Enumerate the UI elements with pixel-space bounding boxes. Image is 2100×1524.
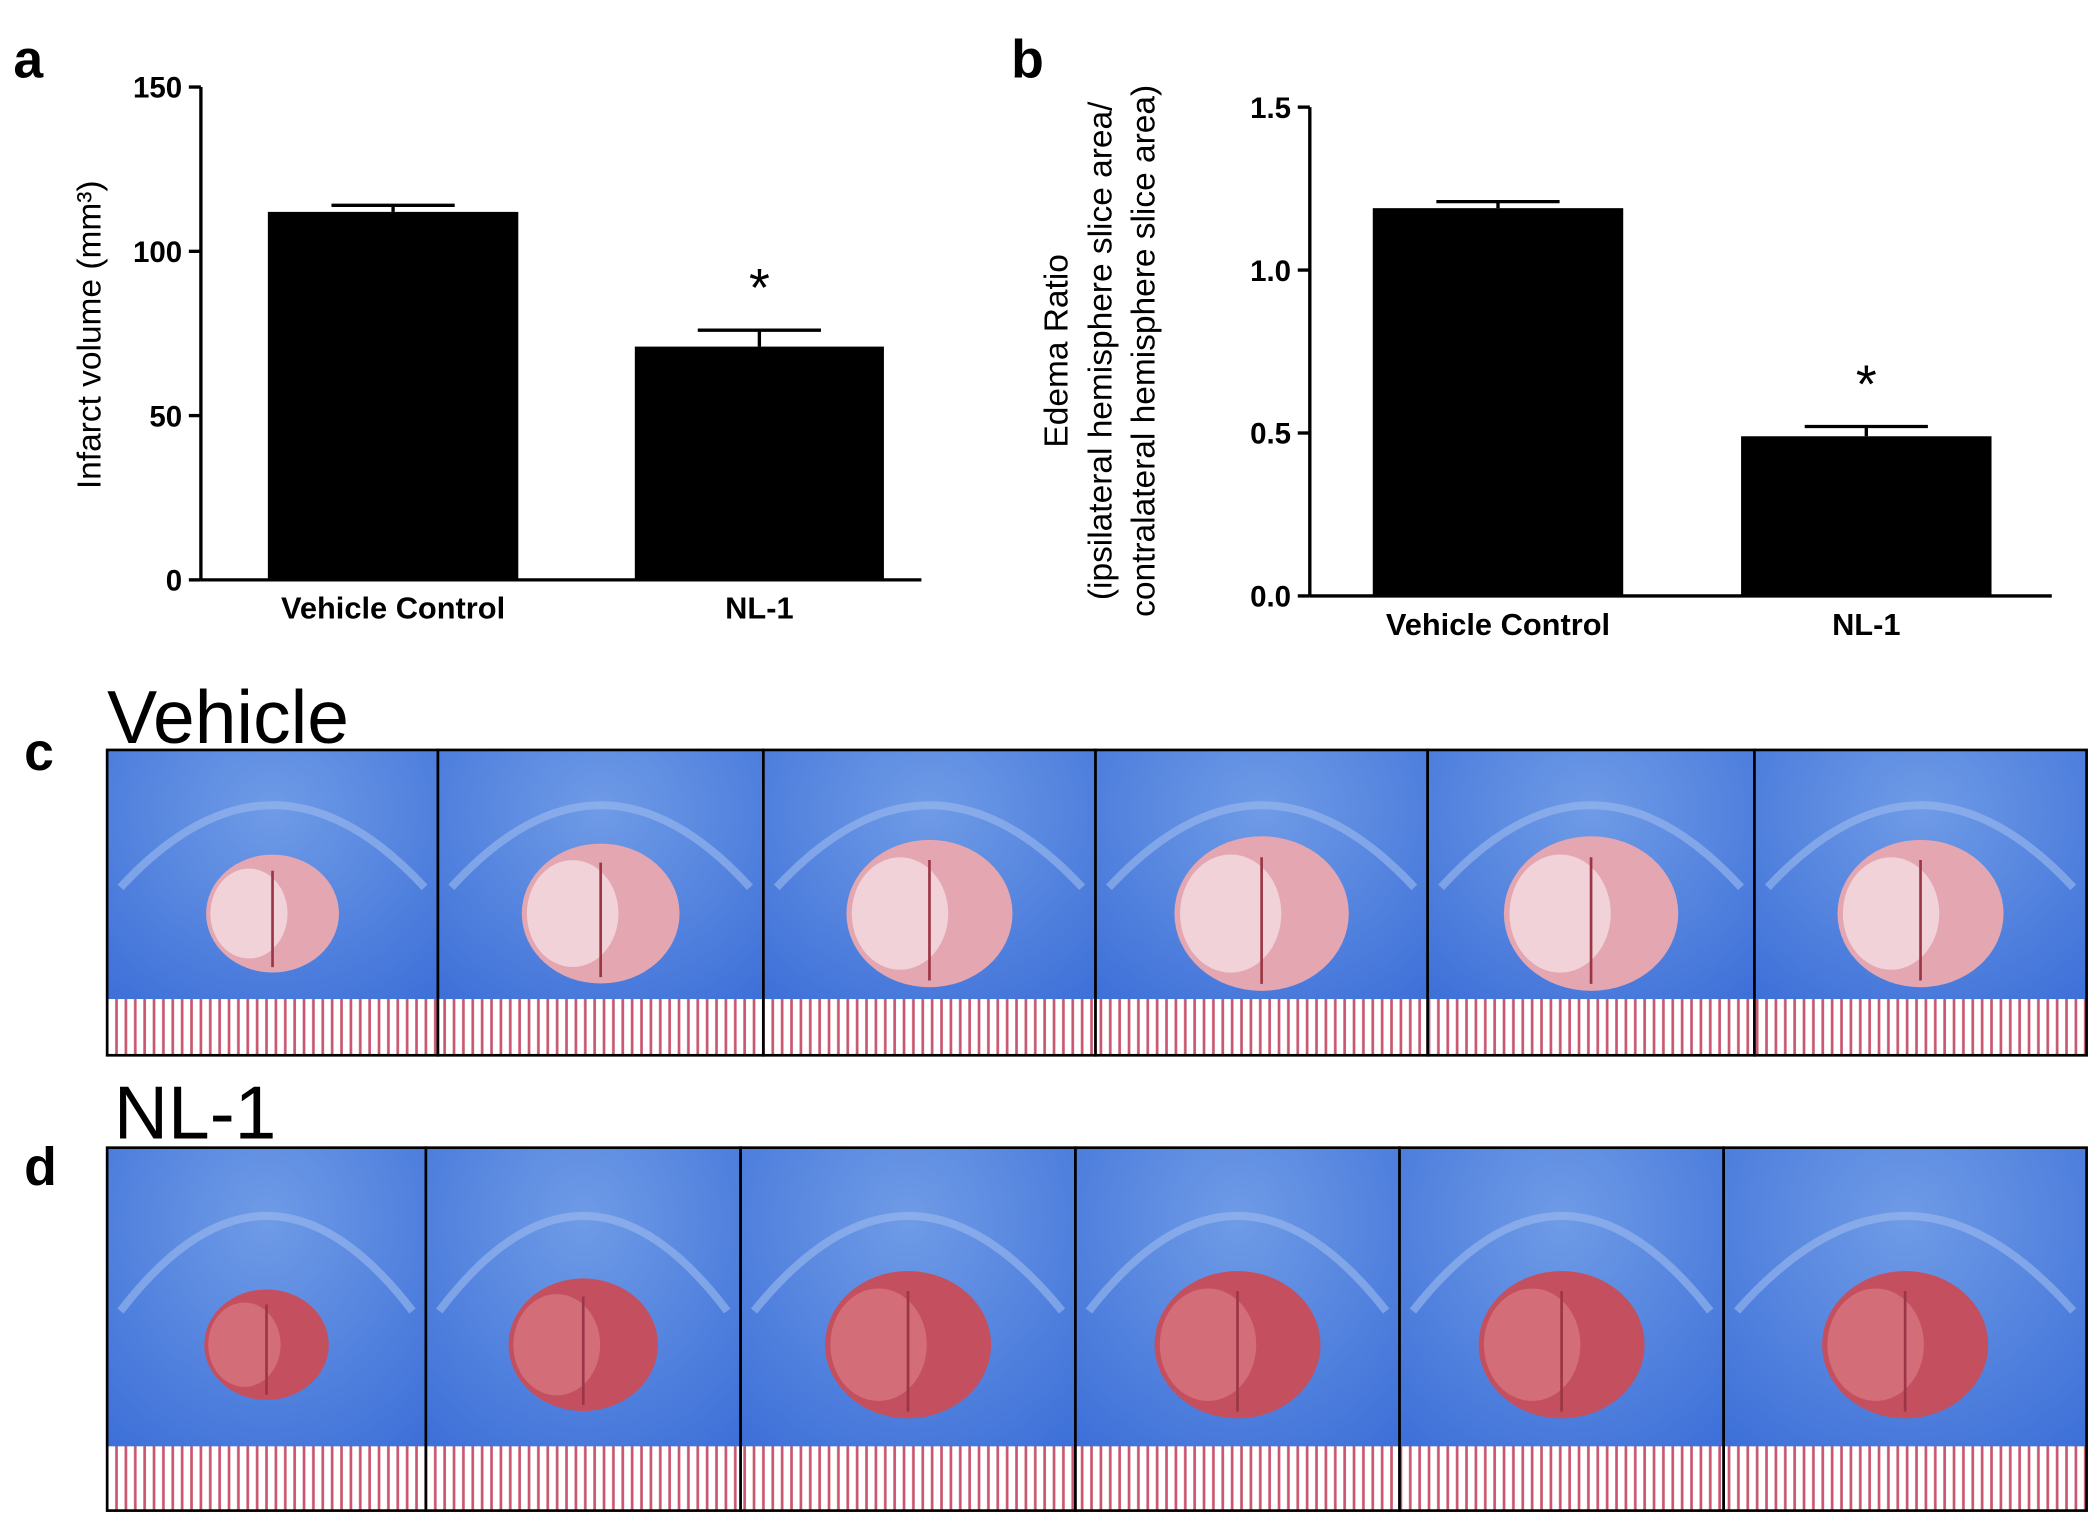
x-tick-label: Vehicle Control	[1386, 607, 1610, 642]
brain-slice-photo	[1398, 1146, 1725, 1512]
photo-arc	[1105, 801, 1418, 891]
significance-mark: *	[749, 259, 770, 318]
brain-slice-left	[1827, 1288, 1924, 1401]
ruler	[1075, 1446, 1400, 1511]
photo-arc	[436, 1212, 731, 1314]
panel-label: a	[13, 31, 44, 90]
brain-slice-photo	[1094, 748, 1430, 1057]
ruler	[1095, 999, 1428, 1056]
panel-heading: NL-1	[114, 1070, 277, 1154]
brain-slice-photo	[105, 1146, 428, 1512]
photo-arc	[1734, 1211, 2077, 1314]
brain-slice-photo	[1722, 1146, 2088, 1512]
bar	[1741, 436, 1992, 596]
y-axis-label: contralateral hemisphere slice area)	[1125, 85, 1162, 617]
ruler	[763, 999, 1096, 1056]
photo-arc	[1085, 1212, 1390, 1314]
ruler	[1399, 1446, 1724, 1511]
photo-border	[1753, 748, 2088, 1057]
bar	[267, 211, 519, 580]
brain-slice-left	[1483, 1288, 1581, 1401]
brain-slice-photo	[1074, 1146, 1401, 1512]
panel-label: b	[1011, 31, 1044, 90]
y-axis-label: Edema Ratio	[1038, 254, 1075, 447]
ruler	[107, 999, 438, 1056]
panel-label: d	[24, 1138, 57, 1197]
y-tick-label: 100	[133, 236, 182, 269]
brain-slice-left	[1842, 857, 1940, 970]
photo-arc	[117, 801, 428, 891]
y-tick-label: 0.0	[1250, 581, 1291, 614]
x-tick-label: NL-1	[725, 591, 793, 626]
brain-slice-left	[1509, 854, 1611, 973]
brain-slice-left	[1180, 854, 1282, 973]
photo-arc	[1438, 801, 1745, 891]
y-tick-label: 1.5	[1250, 92, 1291, 125]
photo-border	[1722, 1146, 2088, 1512]
y-tick-label: 0	[166, 565, 182, 598]
y-tick-label: 150	[133, 72, 182, 105]
bar	[634, 346, 884, 580]
photo-arc	[750, 1212, 1066, 1314]
ruler	[1427, 999, 1755, 1056]
brain-slice-photo	[1753, 748, 2088, 1057]
ruler	[1754, 999, 2087, 1056]
brain-slice-left	[210, 868, 288, 959]
brain-slice-photo	[436, 748, 765, 1057]
y-axis-label: Infarct volume (mm³)	[71, 180, 108, 489]
brain-slice-left	[1159, 1288, 1257, 1401]
brain-slice-left	[830, 1288, 927, 1401]
brain-slice-left	[208, 1302, 281, 1387]
brain-slice-photo	[1426, 748, 1756, 1057]
ruler	[740, 1446, 1076, 1511]
brain-slice-photo	[105, 748, 440, 1057]
y-axis-label: (ipsilateral hemisphere slice area/	[1083, 101, 1120, 600]
y-tick-label: 0.5	[1250, 418, 1291, 451]
photo-arc	[773, 801, 1086, 891]
brain-slice-photo	[762, 748, 1097, 1057]
brain-slice-photo	[424, 1146, 742, 1512]
photo-arc	[1409, 1212, 1714, 1314]
x-tick-label: NL-1	[1832, 607, 1900, 642]
panel-label: c	[24, 723, 54, 782]
brain-slice-left	[513, 1294, 601, 1396]
brain-slice-photo	[739, 1146, 1077, 1512]
ruler	[437, 999, 764, 1056]
bar	[1372, 208, 1624, 596]
photo-arc	[117, 1212, 416, 1314]
ruler	[107, 1446, 426, 1511]
ruler	[1723, 1446, 2087, 1511]
ruler	[425, 1446, 741, 1511]
x-tick-label: Vehicle Control	[281, 591, 505, 626]
significance-mark: *	[1856, 355, 1877, 414]
y-tick-label: 1.0	[1250, 255, 1291, 288]
brain-slice-left	[851, 857, 949, 970]
brain-slice-left	[526, 860, 619, 967]
y-tick-label: 50	[149, 400, 182, 433]
photo-arc	[1764, 801, 2077, 891]
photo-arc	[448, 801, 753, 891]
panel-heading: Vehicle	[107, 675, 349, 759]
